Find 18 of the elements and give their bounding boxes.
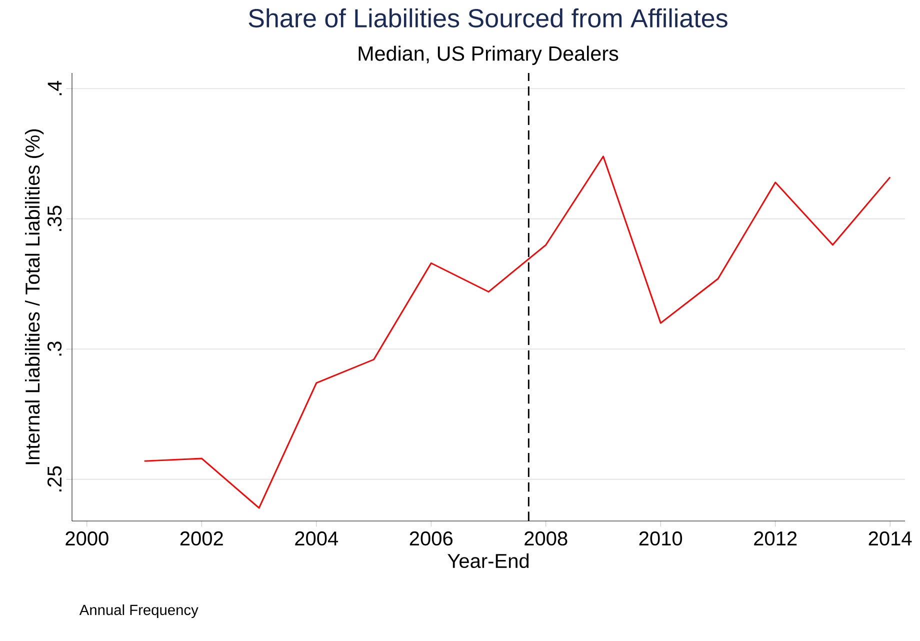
x-tick-label: 2012 [754, 531, 797, 546]
x-tick-label: 2014 [868, 531, 912, 546]
y-tick-label: .4 [48, 80, 62, 96]
chart-title: Share of Liabilities Sourced from Affiliates [248, 8, 728, 28]
x-tick-label: 2010 [639, 531, 682, 546]
x-tick-label: 2006 [410, 531, 452, 546]
line-series [144, 156, 891, 509]
x-tick-label: 2004 [295, 531, 338, 546]
y-axis-title: Internal Liabilities / Total Liabilities (%) [24, 129, 44, 464]
x-tick-label: 2000 [66, 531, 108, 546]
x-axis-title: Year-End [448, 553, 529, 568]
text: Annual Frequency [79, 604, 198, 618]
y-tick-label: .35 [47, 206, 62, 231]
y-tick-label: .3 [47, 342, 62, 356]
chart-subtitle: Median, US Primary Dealers [358, 46, 618, 65]
x-tick-label: 2002 [180, 531, 223, 546]
y-tick-label: .25 [47, 466, 62, 492]
x-tick-label: 2008 [524, 531, 568, 546]
